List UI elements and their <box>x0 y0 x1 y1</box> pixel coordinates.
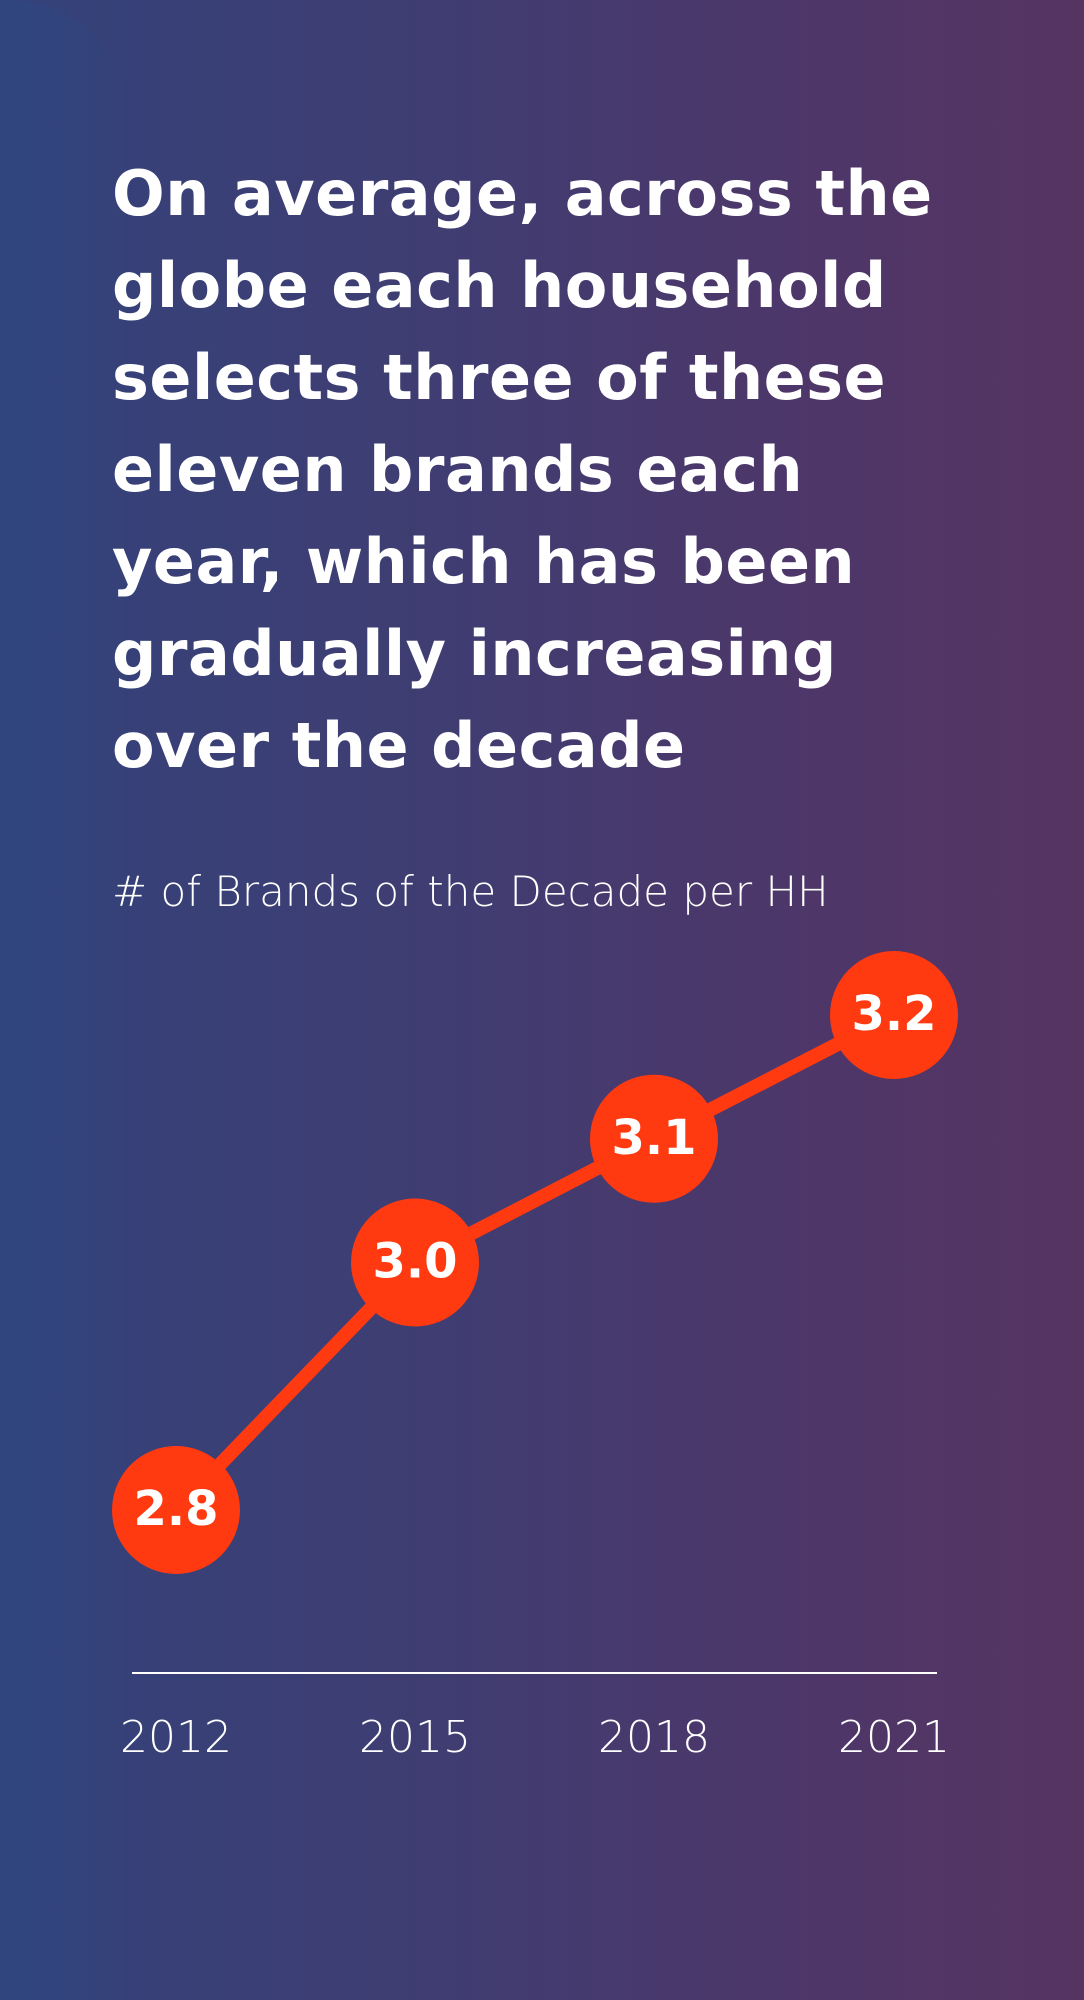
series-line <box>170 1008 898 1515</box>
data-point-2018 <box>590 1074 718 1203</box>
data-label-2021: 3.2 <box>851 986 936 1042</box>
data-label-2015: 3.0 <box>372 1234 457 1290</box>
x-tick-label-2012: 2012 <box>120 1712 232 1763</box>
x-axis-ticks: 2012 2015 2018 2021 <box>120 1712 950 1763</box>
chart-title: # of Brands of the Decade per HH <box>112 867 829 916</box>
background-accent <box>0 0 130 2000</box>
series-brands-per-household: 2.8 3.0 3.1 3.2 <box>112 951 958 1574</box>
data-label-2012: 2.8 <box>133 1481 218 1537</box>
data-label-2018: 3.1 <box>611 1110 696 1166</box>
x-tick-label-2021: 2021 <box>838 1712 950 1763</box>
data-point-2021 <box>830 951 958 1079</box>
data-point-2012 <box>112 1446 240 1574</box>
headline: On average, across the globe each househ… <box>112 157 933 782</box>
x-tick-label-2015: 2015 <box>359 1712 471 1763</box>
data-point-2015 <box>351 1198 479 1327</box>
x-tick-label-2018: 2018 <box>598 1712 710 1763</box>
